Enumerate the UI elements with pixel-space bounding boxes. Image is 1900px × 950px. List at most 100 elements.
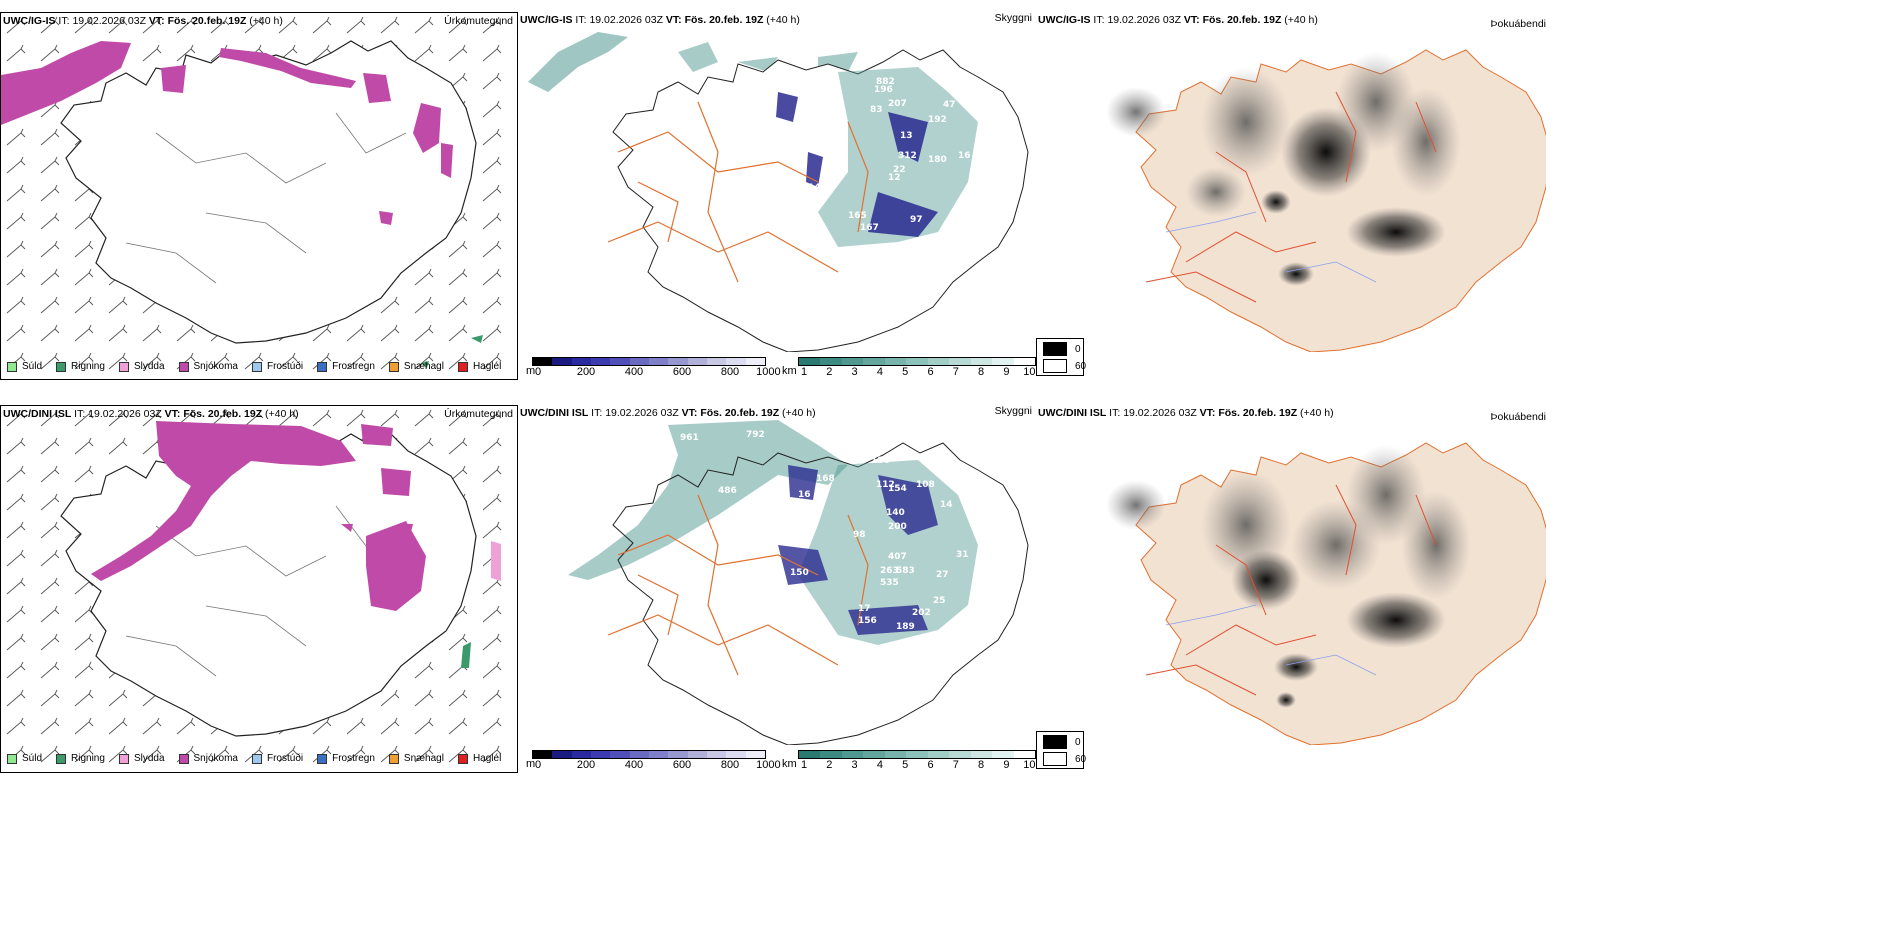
svg-text:112: 112 xyxy=(876,480,895,490)
svg-text:192: 192 xyxy=(928,115,947,125)
svg-text:792: 792 xyxy=(746,430,765,440)
panel-title: Úrkomutegund xyxy=(444,408,513,420)
svg-text:189: 189 xyxy=(896,622,915,632)
legend-item-drizzle: Súld xyxy=(7,361,42,372)
legend-item-rain: Rigning xyxy=(56,361,105,372)
panel-title: Þokuábendi xyxy=(1490,18,1546,30)
legend-item-drizzle: Súld xyxy=(7,753,42,764)
svg-text:16: 16 xyxy=(958,151,971,161)
fog-legend: 0 60 xyxy=(1036,338,1086,376)
fog-low-swatch xyxy=(1043,752,1067,766)
panel-header: UWC/DINI ISL IT: 19.02.2026 03Z VT: Fös.… xyxy=(520,407,816,419)
iceland-outline xyxy=(1135,442,1546,745)
visibility-map: 975 961 792 486 252 84 186 168 16 112 15… xyxy=(568,414,1029,745)
legend-item-freezing-drizzle: Frostúði xyxy=(251,753,303,764)
svg-text:486: 486 xyxy=(718,486,737,496)
fog-legend: 0 60 xyxy=(1036,731,1086,769)
svg-text:975: 975 xyxy=(718,414,737,424)
fog-low-swatch xyxy=(1043,359,1067,373)
svg-text:312: 312 xyxy=(898,151,917,161)
panel-header: UWC/IG-IS IT: 19.02.2026 03Z VT: Fös. 20… xyxy=(3,15,283,27)
svg-text:16: 16 xyxy=(798,490,811,500)
panel-header: UWC/IG-IS IT: 19.02.2026 03Z VT: Fös. 20… xyxy=(1038,14,1318,26)
svg-text:31: 31 xyxy=(956,550,969,560)
fog-map xyxy=(1106,49,1546,352)
svg-text:263: 263 xyxy=(880,566,899,576)
svg-text:108: 108 xyxy=(916,480,935,490)
panel-top-visibility: 882 196 207 83 192 13 312 180 12 16 22 1… xyxy=(518,12,1036,380)
precip-legend: Súld Rigning Slydda Snjókoma Frostúði Fr… xyxy=(7,753,501,764)
rain-areas xyxy=(421,335,483,368)
svg-text:97: 97 xyxy=(910,215,923,225)
svg-text:168: 168 xyxy=(816,474,835,484)
panel-bottom-precip-type: UWC/DINI ISL IT: 19.02.2026 03Z VT: Fös.… xyxy=(0,405,518,773)
panel-header: UWC/DINI ISL IT: 19.02.2026 03Z VT: Fös.… xyxy=(3,408,299,420)
precip-legend: Súld Rigning Slydda Snjókoma Frostúði Fr… xyxy=(7,361,501,372)
fog-high-swatch xyxy=(1043,342,1067,356)
visibility-scale: km 1 2 3 4 5 6 7 8 9 10 xyxy=(782,357,1036,378)
fog-intensity xyxy=(1106,52,1461,286)
legend-item-hail: Haglél xyxy=(457,753,501,764)
svg-text:180: 180 xyxy=(928,155,947,165)
legend-item-sleet: Slydda xyxy=(118,361,165,372)
ceiling-numbers: 882 196 207 83 192 13 312 180 12 16 22 1… xyxy=(788,77,971,233)
fog-map xyxy=(1106,442,1546,745)
precip-map xyxy=(1,13,517,379)
panel-bottom-fog: UWC/DINI ISL IT: 19.02.2026 03Z VT: Fös.… xyxy=(1036,405,1546,773)
iceland-outline xyxy=(60,433,477,737)
legend-item-freezing-drizzle: Frostúði xyxy=(251,361,303,372)
svg-text:140: 140 xyxy=(808,183,827,193)
svg-text:12: 12 xyxy=(888,173,901,183)
svg-text:150: 150 xyxy=(790,568,809,578)
legend-swatch xyxy=(7,361,17,372)
low-ceiling-area xyxy=(778,465,938,635)
svg-text:252: 252 xyxy=(694,528,713,538)
panel-title: Úrkomutegund xyxy=(444,15,513,27)
svg-text:407: 407 xyxy=(888,552,907,562)
svg-text:86: 86 xyxy=(573,588,586,598)
legend-item-sleet: Slydda xyxy=(118,753,165,764)
visibility-scale: km 1 2 3 4 5 6 7 8 9 10 xyxy=(782,750,1036,771)
iceland-outline xyxy=(60,40,477,344)
snow-areas xyxy=(1,41,453,225)
panel-title: Skyggni xyxy=(994,405,1032,417)
snow-areas xyxy=(91,421,501,668)
svg-text:202: 202 xyxy=(912,608,931,618)
svg-text:140: 140 xyxy=(886,508,905,518)
svg-text:207: 207 xyxy=(888,99,907,109)
svg-text:535: 535 xyxy=(880,578,899,588)
precip-map xyxy=(1,406,517,772)
low-ceiling-area xyxy=(776,92,938,237)
svg-text:25: 25 xyxy=(933,596,946,606)
ceiling-scale: m 0 200 400 600 800 1000 xyxy=(526,750,781,771)
legend-item-freezing-rain: Frostregn xyxy=(317,753,375,764)
fog-intensity xyxy=(1106,445,1471,708)
road-lines xyxy=(125,505,407,677)
visibility-area xyxy=(818,67,978,247)
legend-item-snow-pellets: Snæhagl xyxy=(388,753,444,764)
svg-text:83: 83 xyxy=(870,105,883,115)
ceiling-scale: m 0 200 400 600 800 1000 xyxy=(526,357,781,378)
fog-high-swatch xyxy=(1043,735,1067,749)
road-lines xyxy=(1145,484,1437,696)
svg-text:47: 47 xyxy=(943,100,956,110)
svg-text:156: 156 xyxy=(858,616,877,626)
legend-item-snow-pellets: Snæhagl xyxy=(388,361,444,372)
svg-text:22: 22 xyxy=(893,165,906,175)
panel-title: Þokuábendi xyxy=(1490,411,1546,423)
svg-text:882: 882 xyxy=(876,77,895,87)
panel-header: UWC/IG-IS IT: 19.02.2026 03Z VT: Fös. 20… xyxy=(520,14,800,26)
panel-header: UWC/DINI ISL IT: 19.02.2026 03Z VT: Fös.… xyxy=(1038,407,1334,419)
svg-text:961: 961 xyxy=(680,433,699,443)
panel-top-fog: UWC/IG-IS IT: 19.02.2026 03Z VT: Fös. 20… xyxy=(1036,12,1546,380)
legend-item-snow: Snjókoma xyxy=(178,753,238,764)
panel-bottom-visibility: 975 961 792 486 252 84 186 168 16 112 15… xyxy=(518,405,1036,773)
road-lines xyxy=(607,494,869,676)
ceiling-numbers: 975 961 792 486 252 84 186 168 16 112 15… xyxy=(573,414,969,632)
svg-text:154: 154 xyxy=(888,484,907,494)
visibility-map: 882 196 207 83 192 13 312 180 12 16 22 1… xyxy=(528,32,1029,352)
svg-text:186: 186 xyxy=(871,456,890,466)
svg-text:200: 200 xyxy=(888,522,907,532)
svg-text:14: 14 xyxy=(940,500,953,510)
svg-text:17: 17 xyxy=(858,604,871,614)
